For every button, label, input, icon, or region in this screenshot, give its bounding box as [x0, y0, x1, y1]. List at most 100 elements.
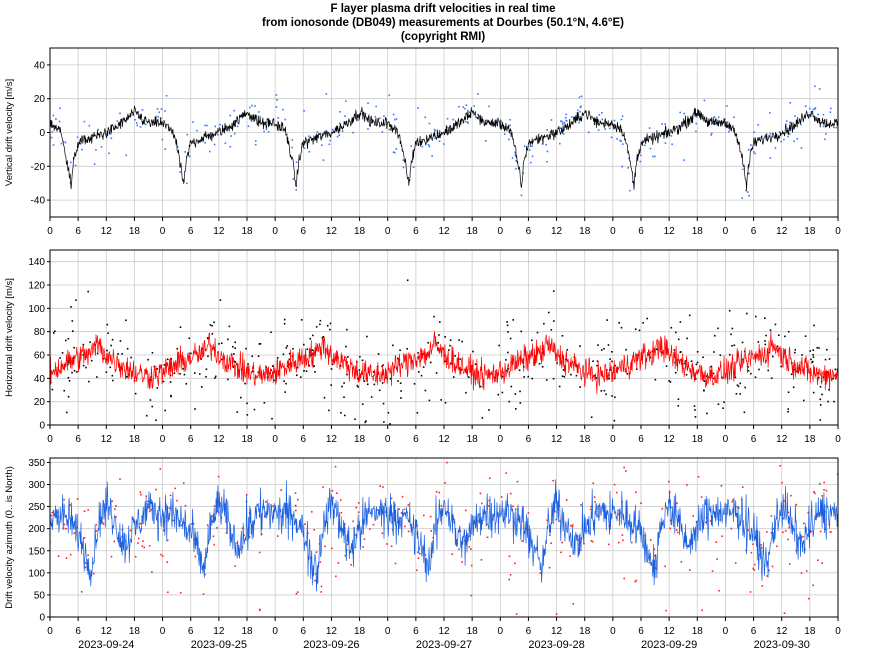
- data-point: [696, 350, 699, 353]
- data-point: [671, 143, 673, 146]
- data-point: [444, 336, 446, 338]
- data-point: [357, 386, 359, 388]
- data-point: [654, 155, 656, 158]
- data-point: [200, 386, 203, 388]
- data-point: [355, 534, 357, 536]
- x-tick-label: 18: [241, 626, 253, 637]
- data-point: [109, 133, 112, 135]
- data-point: [109, 366, 112, 369]
- data-point: [580, 105, 582, 108]
- data-point: [284, 118, 287, 121]
- data-point: [321, 336, 324, 339]
- data-point: [823, 489, 825, 491]
- data-point: [452, 376, 455, 378]
- data-point: [539, 572, 542, 574]
- data-point: [804, 335, 807, 337]
- data-point: [306, 348, 309, 351]
- data-point: [444, 360, 447, 363]
- data-point: [669, 381, 672, 383]
- data-point: [802, 522, 805, 525]
- data-point: [515, 613, 518, 615]
- x-tick-label: 18: [804, 626, 816, 637]
- data-point: [741, 341, 744, 344]
- data-point: [675, 529, 678, 531]
- data-point: [812, 391, 815, 394]
- data-point: [514, 408, 517, 410]
- data-point: [112, 379, 114, 382]
- data-point: [392, 344, 394, 347]
- data-point: [468, 111, 471, 114]
- data-point: [319, 323, 321, 326]
- data-point: [312, 334, 314, 337]
- data-point: [295, 374, 298, 377]
- data-point: [825, 489, 828, 492]
- data-point: [744, 386, 746, 389]
- data-point: [339, 110, 341, 113]
- data-point: [683, 362, 686, 365]
- data-point: [564, 116, 567, 119]
- data-point: [590, 508, 592, 511]
- data-point: [781, 481, 783, 484]
- data-point: [192, 522, 195, 525]
- data-point: [814, 107, 817, 109]
- data-point: [277, 117, 280, 119]
- data-point: [50, 514, 53, 517]
- data-point: [73, 369, 76, 372]
- data-point: [90, 359, 93, 362]
- data-point: [518, 369, 521, 372]
- data-point: [64, 141, 67, 144]
- data-point: [675, 331, 677, 334]
- data-point: [614, 364, 616, 367]
- data-point: [331, 363, 334, 366]
- data-point: [271, 417, 273, 420]
- x-tick-label: 0: [723, 434, 729, 445]
- data-point: [140, 493, 142, 496]
- data-point: [291, 146, 293, 149]
- data-point: [787, 330, 790, 333]
- data-point: [810, 112, 813, 115]
- data-point: [579, 386, 581, 388]
- x-tick-label: 18: [354, 226, 366, 237]
- data-point: [212, 535, 215, 538]
- data-point: [477, 113, 479, 116]
- data-point: [664, 130, 667, 132]
- data-point: [736, 384, 739, 387]
- data-point: [748, 194, 750, 197]
- data-point: [299, 376, 302, 378]
- x-tick-label: 18: [129, 626, 141, 637]
- data-point: [421, 145, 424, 148]
- data-point: [412, 166, 415, 169]
- data-point: [561, 122, 564, 125]
- data-point: [315, 551, 318, 553]
- data-point: [811, 360, 814, 363]
- data-point: [770, 532, 773, 534]
- data-point: [101, 521, 104, 524]
- data-point: [271, 365, 274, 368]
- data-point: [596, 360, 599, 363]
- data-point: [204, 573, 206, 576]
- y-tick-label: 350: [28, 458, 45, 469]
- data-point: [155, 488, 157, 491]
- data-point: [229, 145, 232, 148]
- data-point: [263, 130, 265, 133]
- data-point: [507, 351, 509, 354]
- data-point: [59, 107, 61, 110]
- data-point: [697, 475, 700, 478]
- data-point: [577, 109, 579, 112]
- data-point: [613, 119, 616, 122]
- data-point: [372, 371, 375, 373]
- data-point: [259, 608, 261, 611]
- y-tick-label: 20: [34, 397, 46, 408]
- data-point: [211, 333, 214, 335]
- data-point: [314, 579, 316, 582]
- x-tick-label: 0: [385, 434, 391, 445]
- data-point: [772, 135, 774, 138]
- data-point: [257, 371, 260, 374]
- data-point: [575, 365, 578, 368]
- x-tick-label: 12: [664, 226, 676, 237]
- data-point: [501, 391, 504, 394]
- data-point: [669, 527, 672, 530]
- data-point: [367, 128, 369, 130]
- data-point: [254, 105, 256, 107]
- data-point: [477, 520, 480, 523]
